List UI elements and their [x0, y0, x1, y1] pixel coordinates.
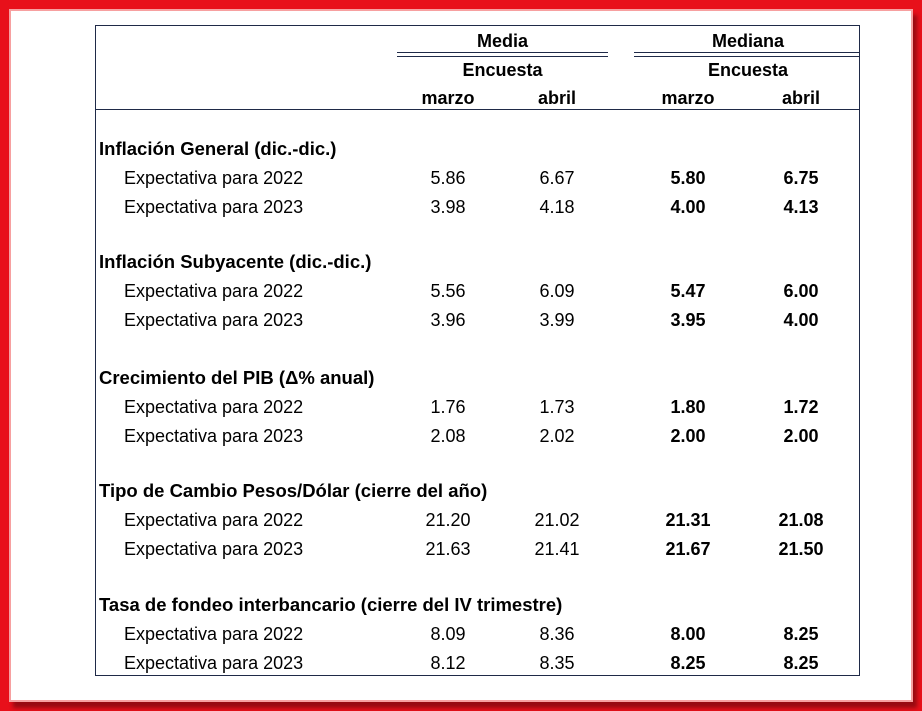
header-mediana: Mediana [711, 31, 785, 51]
value-mediana-abril: 8.25 [783, 624, 819, 644]
value-media-abril: 3.99 [539, 310, 575, 330]
value-media-marzo: 2.08 [430, 426, 466, 446]
value-media-marzo: 21.63 [425, 539, 471, 559]
section-title: Tipo de Cambio Pesos/Dólar (cierre del a… [99, 480, 488, 501]
expectations-table [95, 25, 860, 676]
row-label: Expectativa para 2023 [124, 310, 304, 330]
value-media-abril: 6.67 [539, 168, 575, 188]
section-title: Crecimiento del PIB (Δ% anual) [99, 367, 375, 388]
value-mediana-marzo: 21.31 [665, 510, 711, 530]
header-month-media-marzo: marzo [421, 88, 475, 108]
row-label: Expectativa para 2023 [124, 197, 304, 217]
value-media-abril: 21.02 [534, 510, 580, 530]
value-mediana-marzo: 5.80 [670, 168, 706, 188]
value-media-marzo: 1.76 [430, 397, 466, 417]
value-media-abril: 1.73 [539, 397, 575, 417]
value-mediana-abril: 21.08 [778, 510, 824, 530]
value-mediana-marzo: 8.25 [670, 653, 706, 673]
value-media-marzo: 3.98 [430, 197, 466, 217]
row-label: Expectativa para 2022 [124, 397, 304, 417]
frame-inner-border [9, 9, 913, 702]
row-label: Expectativa para 2022 [124, 281, 304, 301]
value-mediana-marzo: 5.47 [670, 281, 706, 301]
value-mediana-abril: 4.13 [783, 197, 819, 217]
value-mediana-marzo: 21.67 [665, 539, 711, 559]
value-media-abril: 6.09 [539, 281, 575, 301]
value-media-marzo: 21.20 [425, 510, 471, 530]
value-mediana-marzo: 3.95 [670, 310, 706, 330]
row-label: Expectativa para 2022 [124, 510, 304, 530]
row-label: Expectativa para 2022 [124, 624, 304, 644]
section-title: Tasa de fondeo interbancario (cierre del… [99, 594, 563, 615]
value-media-marzo: 5.86 [430, 168, 466, 188]
value-mediana-marzo: 1.80 [670, 397, 706, 417]
header-encuesta-mediana: Encuesta [707, 60, 789, 80]
value-mediana-abril: 8.25 [783, 653, 819, 673]
value-mediana-abril: 6.75 [783, 168, 819, 188]
header-media: Media [476, 31, 528, 51]
value-mediana-marzo: 2.00 [670, 426, 706, 446]
value-media-marzo: 5.56 [430, 281, 466, 301]
row-label: Expectativa para 2023 [124, 426, 304, 446]
header-month-mediana-marzo: marzo [661, 88, 715, 108]
header-encuesta-media: Encuesta [462, 60, 543, 80]
value-mediana-abril: 21.50 [778, 539, 824, 559]
value-mediana-abril: 6.00 [783, 281, 819, 301]
header-month-mediana-abril: abril [781, 88, 820, 108]
value-mediana-abril: 4.00 [783, 310, 819, 330]
value-media-abril: 8.35 [539, 653, 575, 673]
section-title: Inflación General (dic.-dic.) [99, 138, 337, 159]
value-mediana-marzo: 8.00 [670, 624, 706, 644]
value-media-abril: 21.41 [534, 539, 580, 559]
row-label: Expectativa para 2022 [124, 168, 304, 188]
value-mediana-abril: 2.00 [783, 426, 819, 446]
value-media-abril: 8.36 [539, 624, 575, 644]
value-mediana-abril: 1.72 [783, 397, 819, 417]
value-media-marzo: 8.09 [430, 624, 466, 644]
header-bottom-rule [95, 109, 860, 110]
value-media-marzo: 3.96 [430, 310, 466, 330]
value-mediana-marzo: 4.00 [670, 197, 706, 217]
section-title: Inflación Subyacente (dic.-dic.) [99, 251, 372, 272]
header-mediana-rule [634, 52, 860, 57]
row-label: Expectativa para 2023 [124, 539, 304, 559]
header-media-rule [397, 52, 608, 57]
value-media-abril: 2.02 [539, 426, 575, 446]
value-media-marzo: 8.12 [430, 653, 466, 673]
value-media-abril: 4.18 [539, 197, 575, 217]
row-label: Expectativa para 2023 [124, 653, 304, 673]
header-month-media-abril: abril [537, 88, 576, 108]
